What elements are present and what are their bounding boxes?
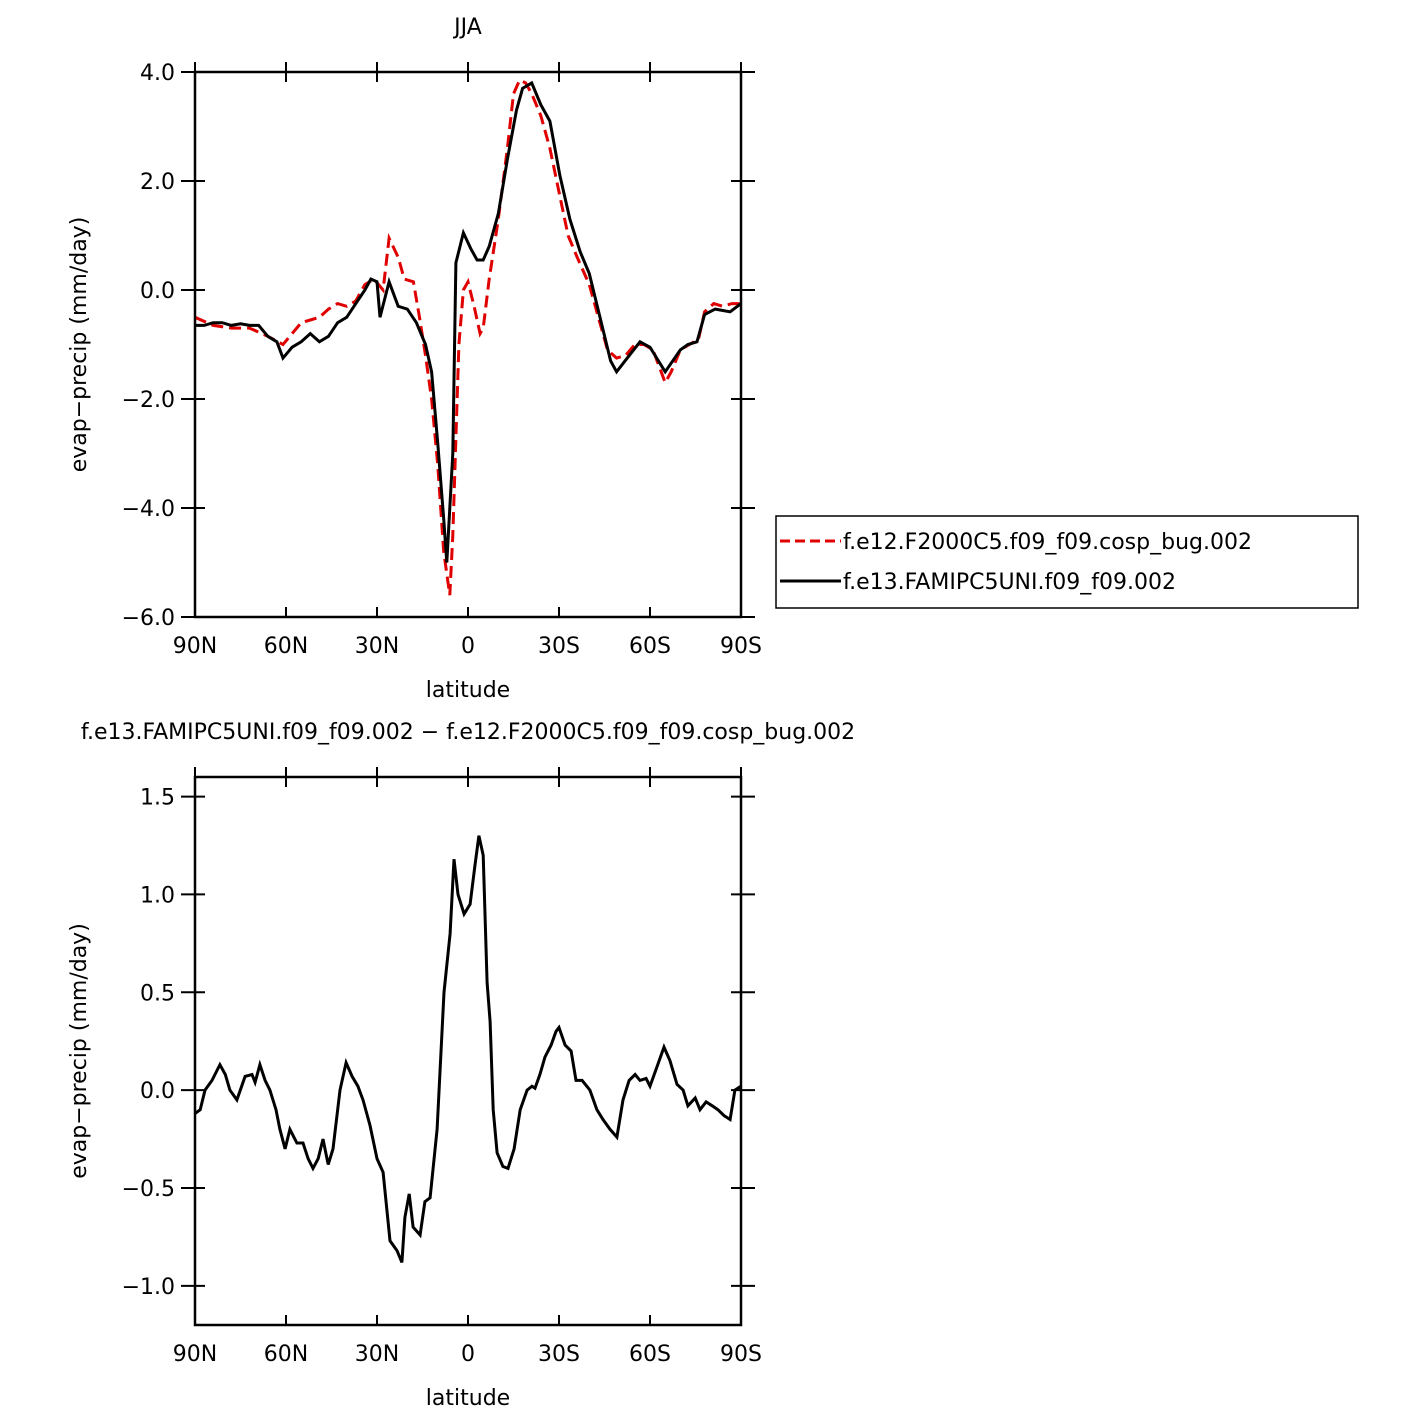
legend-box [775, 515, 1359, 609]
y-axis-label: evap−precip (mm/day) [67, 217, 92, 473]
x-tick-label: 60S [629, 634, 671, 659]
x-tick-label: 30S [538, 1342, 580, 1367]
x-tick-label: 90N [173, 1342, 217, 1367]
x-axis-label: latitude [426, 1386, 510, 1411]
y-tick-label: 1.5 [140, 786, 175, 811]
y-tick-label: −6.0 [122, 606, 175, 631]
x-tick-label: 60N [264, 634, 308, 659]
x-tick-label: 30N [355, 1342, 399, 1367]
x-tick-label: 30N [355, 634, 399, 659]
chart-title: JJA [452, 15, 482, 40]
y-tick-label: 2.0 [140, 170, 175, 195]
y-tick-label: 1.0 [140, 883, 175, 908]
series-line [195, 835, 741, 1263]
plot-frame [193, 70, 743, 619]
chart-title: f.e13.FAMIPC5UNI.f09_f09.002 − f.e12.F20… [81, 720, 855, 745]
y-tick-label: 0.0 [140, 279, 175, 304]
x-tick-label: 30S [538, 634, 580, 659]
y-tick-label: −0.5 [122, 1177, 175, 1202]
x-tick-label: 90S [720, 634, 762, 659]
y-tick-label: 0.0 [140, 1079, 175, 1104]
x-tick-label: 0 [461, 634, 475, 659]
x-axis-label: latitude [426, 678, 510, 703]
x-tick-label: 60S [629, 1342, 671, 1367]
series-line [195, 80, 741, 563]
legend-label: f.e12.F2000C5.f09_f09.cosp_bug.002 [843, 530, 1252, 555]
y-tick-label: −2.0 [122, 388, 175, 413]
x-tick-label: 60N [264, 1342, 308, 1367]
y-tick-label: 4.0 [140, 61, 175, 86]
y-tick-label: −1.0 [122, 1275, 175, 1300]
y-axis-label: evap−precip (mm/day) [67, 923, 92, 1179]
y-tick-label: 0.5 [140, 981, 175, 1006]
series-line [195, 78, 741, 596]
x-tick-label: 0 [461, 1342, 475, 1367]
plot-frame [193, 775, 743, 1327]
legend-label: f.e13.FAMIPC5UNI.f09_f09.002 [843, 570, 1176, 595]
x-tick-label: 90N [173, 634, 217, 659]
x-tick-label: 90S [720, 1342, 762, 1367]
y-tick-label: −4.0 [122, 497, 175, 522]
